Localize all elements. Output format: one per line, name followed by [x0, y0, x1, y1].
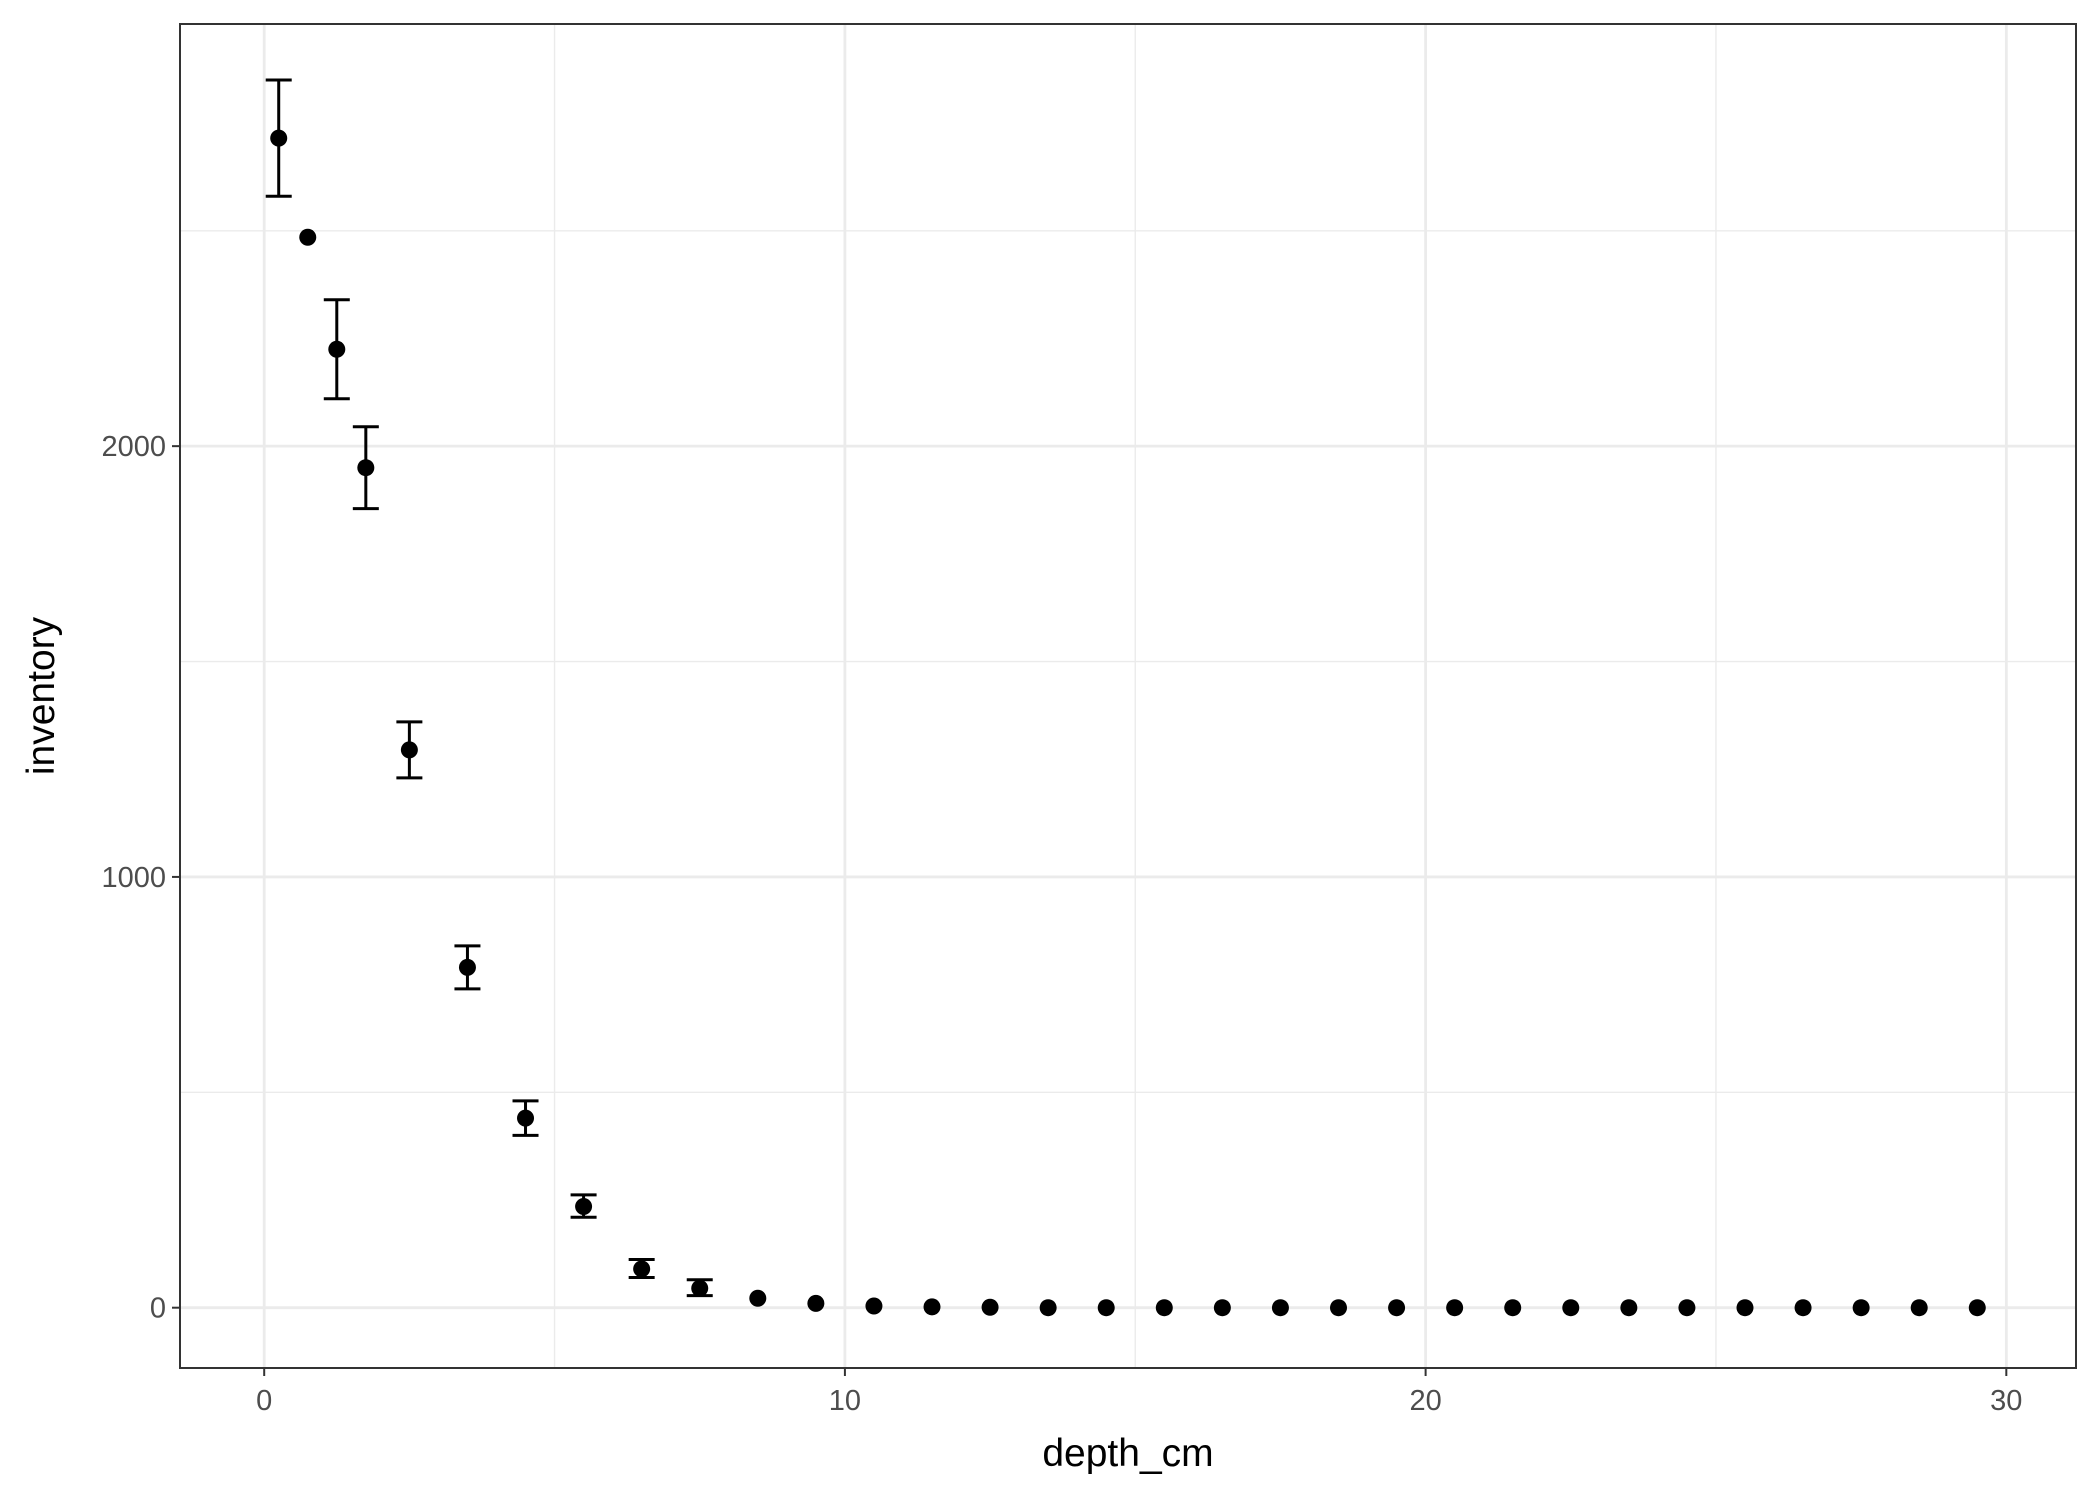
data-points	[270, 129, 1986, 1317]
data-point	[923, 1298, 941, 1316]
data-point	[981, 1298, 999, 1316]
panel-border	[179, 23, 2077, 1369]
data-point	[458, 958, 476, 976]
data-point	[299, 228, 317, 246]
major-gridlines	[180, 24, 2076, 1368]
y-axis-title: inventory	[20, 616, 63, 775]
x-tick-label: 10	[829, 1385, 861, 1417]
x-tick-label: 30	[1990, 1385, 2022, 1417]
minor-gridlines	[180, 24, 2076, 1368]
data-point	[517, 1109, 535, 1127]
data-point	[1620, 1299, 1638, 1317]
data-point	[1039, 1299, 1057, 1317]
data-point	[1213, 1299, 1231, 1317]
x-axis: 0 10 20 30	[256, 1368, 2022, 1417]
x-tick-label: 20	[1409, 1385, 1441, 1417]
data-point	[1910, 1299, 1928, 1317]
data-point	[1388, 1299, 1406, 1317]
data-point	[1678, 1299, 1696, 1317]
data-point	[1155, 1299, 1173, 1317]
data-point	[1446, 1299, 1464, 1317]
y-tick-label: 0	[150, 1293, 166, 1325]
data-point	[1736, 1299, 1754, 1317]
data-point	[1794, 1299, 1812, 1317]
data-point	[807, 1294, 825, 1312]
data-point	[1330, 1299, 1348, 1317]
data-point	[691, 1279, 709, 1297]
data-point	[270, 129, 288, 147]
x-tick-label: 0	[256, 1385, 272, 1417]
data-point	[1562, 1299, 1580, 1317]
y-tick-label: 1000	[101, 862, 166, 894]
x-axis-title: depth_cm	[1042, 1432, 1213, 1475]
data-point	[1271, 1299, 1289, 1317]
plot-panel	[180, 24, 2076, 1368]
y-tick-label: 2000	[101, 431, 166, 463]
data-point	[749, 1289, 767, 1307]
data-point	[400, 741, 418, 759]
data-point	[1504, 1299, 1522, 1317]
y-axis: 0 1000 2000	[101, 431, 180, 1325]
data-point	[1852, 1299, 1870, 1317]
data-point	[865, 1297, 883, 1315]
data-point	[633, 1260, 651, 1278]
data-point	[357, 459, 375, 477]
data-point	[328, 340, 346, 358]
data-point	[1097, 1299, 1115, 1317]
data-point	[575, 1197, 593, 1215]
data-point	[1968, 1299, 1986, 1317]
